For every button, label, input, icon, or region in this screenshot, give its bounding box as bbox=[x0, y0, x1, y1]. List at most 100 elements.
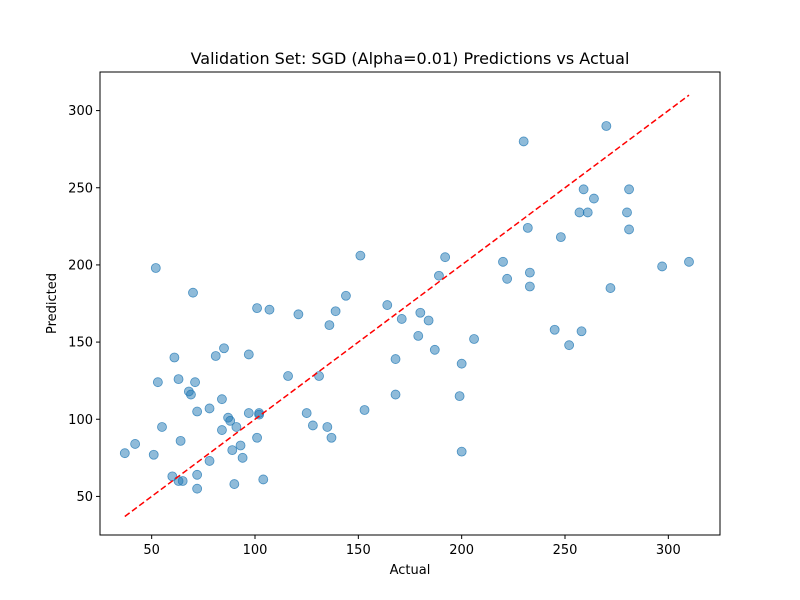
data-point bbox=[219, 343, 229, 354]
plot-area-frame bbox=[99, 71, 721, 536]
data-point bbox=[456, 358, 467, 369]
data-point bbox=[190, 377, 200, 388]
data-point bbox=[307, 420, 318, 431]
y-tick-label: 250 bbox=[68, 181, 93, 196]
data-point bbox=[264, 304, 275, 315]
data-points bbox=[119, 121, 694, 494]
data-point bbox=[582, 207, 593, 218]
data-point bbox=[502, 273, 513, 284]
data-point bbox=[152, 377, 163, 388]
x-tick-label: 50 bbox=[143, 543, 160, 558]
data-point bbox=[301, 408, 312, 418]
y-axis-ticks: 50 100 150 200 250 300 bbox=[68, 104, 100, 505]
data-point bbox=[415, 307, 426, 318]
data-point bbox=[359, 405, 370, 415]
y-tick-label: 100 bbox=[68, 413, 93, 428]
data-point bbox=[684, 256, 694, 267]
data-point bbox=[150, 263, 161, 273]
data-point bbox=[227, 445, 238, 456]
data-point bbox=[192, 483, 203, 494]
data-point bbox=[413, 331, 424, 341]
data-point bbox=[235, 440, 246, 451]
data-point bbox=[322, 422, 333, 432]
x-tick-label: 200 bbox=[449, 543, 474, 558]
data-point bbox=[589, 193, 599, 204]
data-point bbox=[231, 422, 242, 432]
data-point bbox=[225, 415, 236, 426]
data-point bbox=[204, 403, 215, 414]
data-point bbox=[217, 394, 227, 405]
data-point bbox=[469, 334, 479, 344]
data-point bbox=[574, 207, 585, 218]
data-point bbox=[578, 184, 589, 195]
data-point bbox=[390, 354, 401, 364]
data-point bbox=[423, 315, 434, 326]
data-point bbox=[188, 287, 198, 298]
data-point bbox=[624, 184, 634, 195]
data-point bbox=[440, 252, 451, 263]
x-tick-label: 150 bbox=[346, 543, 371, 558]
data-point bbox=[130, 439, 141, 449]
data-point bbox=[324, 320, 335, 331]
data-point bbox=[434, 270, 444, 281]
x-tick-label: 300 bbox=[656, 543, 681, 558]
reference-line bbox=[124, 94, 690, 518]
data-point bbox=[524, 281, 535, 292]
data-point bbox=[549, 324, 560, 335]
data-point bbox=[454, 391, 465, 402]
data-point bbox=[355, 250, 366, 261]
y-tick-label: 50 bbox=[76, 490, 93, 505]
data-point bbox=[518, 136, 529, 147]
data-point bbox=[456, 446, 467, 457]
data-point bbox=[382, 300, 393, 310]
data-point bbox=[169, 352, 180, 363]
data-point bbox=[555, 232, 566, 243]
data-point bbox=[390, 389, 401, 400]
data-point bbox=[293, 309, 304, 320]
data-point bbox=[192, 406, 203, 417]
data-point bbox=[576, 326, 587, 337]
data-point bbox=[148, 449, 159, 460]
y-tick-label: 200 bbox=[68, 258, 93, 273]
y-axis-label: Predicted bbox=[45, 273, 60, 334]
x-tick-label: 250 bbox=[553, 543, 578, 558]
data-point bbox=[192, 469, 203, 480]
data-point bbox=[498, 256, 508, 267]
data-point bbox=[258, 474, 269, 485]
data-point bbox=[204, 456, 215, 466]
data-point bbox=[243, 349, 254, 360]
data-point bbox=[624, 224, 634, 235]
data-point bbox=[252, 432, 262, 443]
data-point bbox=[283, 371, 293, 381]
data-point bbox=[326, 432, 337, 443]
x-axis-ticks: 50 100 150 200 250 300 bbox=[143, 535, 681, 558]
data-point bbox=[622, 207, 632, 218]
data-point bbox=[175, 435, 186, 446]
data-point bbox=[524, 267, 535, 278]
data-point bbox=[229, 479, 240, 489]
data-point bbox=[522, 222, 533, 233]
data-point bbox=[177, 476, 188, 486]
data-point bbox=[186, 389, 196, 400]
x-axis-label: Actual bbox=[390, 563, 431, 578]
data-point bbox=[429, 344, 440, 355]
data-point bbox=[601, 121, 612, 131]
data-point bbox=[157, 422, 167, 432]
data-point bbox=[217, 425, 227, 435]
data-point bbox=[210, 351, 221, 361]
data-point bbox=[564, 340, 575, 351]
chart-title: Validation Set: SGD (Alpha=0.01) Predict… bbox=[191, 49, 630, 68]
data-point bbox=[341, 290, 351, 301]
data-point bbox=[396, 314, 407, 324]
data-point bbox=[657, 261, 668, 272]
data-point bbox=[605, 283, 616, 293]
data-point bbox=[330, 306, 341, 317]
data-point bbox=[237, 452, 248, 463]
x-tick-label: 100 bbox=[243, 543, 268, 558]
data-point bbox=[173, 374, 184, 385]
data-point bbox=[243, 408, 254, 418]
data-point bbox=[119, 448, 130, 459]
data-point bbox=[254, 409, 265, 420]
